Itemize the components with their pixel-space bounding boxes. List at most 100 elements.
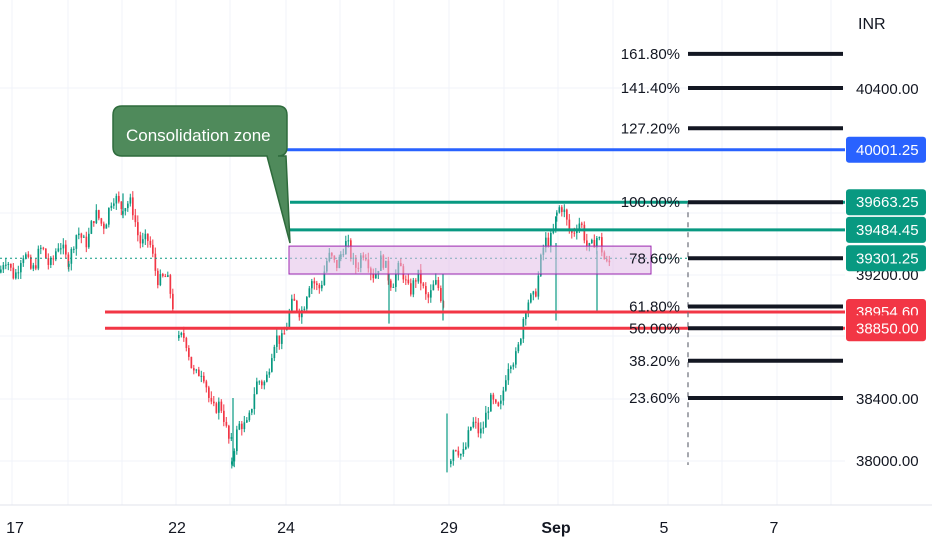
- candle: [57, 243, 60, 253]
- candle: [556, 210, 558, 222]
- candle: [236, 425, 238, 455]
- candle: [231, 457, 233, 469]
- fib-level-label: 141.40%: [621, 80, 680, 97]
- candle: [281, 327, 283, 350]
- candle: [200, 370, 203, 383]
- currency-label: INR: [858, 16, 886, 33]
- candle: [137, 215, 139, 242]
- candle: [118, 191, 120, 204]
- candle: [412, 277, 415, 298]
- candle: [410, 278, 412, 297]
- candle: [220, 399, 223, 414]
- candle: [452, 449, 455, 466]
- candle: [230, 432, 233, 442]
- candle: [32, 262, 35, 272]
- candle: [581, 221, 583, 228]
- candle: [505, 375, 507, 392]
- price-badge: 40001.25: [846, 136, 926, 163]
- candle: [268, 368, 271, 378]
- candle: [241, 421, 243, 436]
- candle: [169, 273, 172, 299]
- candle: [321, 280, 323, 292]
- candle: [276, 328, 278, 354]
- candle: [98, 209, 100, 221]
- candle: [5, 258, 7, 270]
- time-tick-label: 22: [168, 520, 186, 537]
- candle: [347, 234, 350, 248]
- time-tick-label: 24: [277, 520, 295, 537]
- candle: [164, 273, 167, 278]
- candle: [251, 408, 253, 416]
- candle: [208, 385, 210, 403]
- candle: [535, 288, 537, 298]
- candle: [482, 421, 485, 434]
- candle: [83, 234, 85, 238]
- horizontal-levels[interactable]: [105, 148, 845, 330]
- time-tick-label: 5: [660, 520, 669, 537]
- price-badge-text: 38850.00: [856, 320, 919, 337]
- candle: [215, 401, 218, 414]
- candle: [507, 363, 510, 385]
- candle: [467, 426, 470, 449]
- candle: [147, 233, 149, 248]
- candle: [303, 306, 306, 311]
- candle: [465, 442, 467, 451]
- callout-bubble[interactable]: [112, 105, 291, 244]
- consolidation-rectangle[interactable]: [288, 245, 652, 275]
- candle: [266, 371, 268, 383]
- candle: [2, 262, 5, 274]
- candle: [530, 292, 532, 304]
- candle: [115, 193, 118, 210]
- candle: [427, 292, 430, 304]
- candle: [558, 205, 561, 214]
- time-axis[interactable]: 17 22 24 29 Sep 5 7: [0, 504, 932, 537]
- candle: [152, 239, 154, 258]
- candle: [10, 263, 12, 272]
- candle: [238, 420, 241, 431]
- candle: [105, 223, 108, 229]
- candle: [185, 336, 188, 352]
- candle: [30, 254, 32, 270]
- candle: [213, 395, 215, 407]
- candle: [487, 406, 490, 420]
- time-tick-label: 7: [770, 520, 779, 537]
- candle: [308, 286, 311, 298]
- candle: [318, 283, 321, 294]
- candle: [248, 410, 251, 422]
- candle: [35, 258, 37, 271]
- candle: [566, 208, 568, 226]
- candle: [90, 219, 93, 235]
- candle: [472, 417, 475, 429]
- price-badges: 40001.2539663.2539484.4539301.2538954.60…: [846, 136, 926, 342]
- candle: [0, 265, 2, 274]
- candle: [103, 221, 105, 235]
- candle: [405, 275, 407, 286]
- candle: [190, 356, 193, 369]
- candle: [510, 365, 512, 374]
- candle: [278, 335, 281, 350]
- candle: [180, 331, 183, 338]
- annotation-callout[interactable]: Consolidation zone: [112, 105, 291, 244]
- candle: [576, 224, 578, 240]
- candle: [598, 236, 601, 241]
- fibonacci-levels[interactable]: 161.80% 141.40% 127.20% 100.00% 78.60% 61.80%…: [621, 46, 843, 465]
- candle: [205, 379, 208, 393]
- candle: [80, 232, 83, 244]
- candle: [100, 217, 103, 227]
- candle: [113, 198, 115, 209]
- candle: [422, 281, 425, 289]
- candle: [311, 278, 313, 295]
- callout-label: Consolidation zone: [126, 126, 271, 145]
- candle: [110, 202, 113, 211]
- price-badge-text: 39301.25: [856, 250, 919, 267]
- candle: [485, 405, 487, 428]
- consolidation-zone[interactable]: [288, 245, 652, 275]
- candle: [162, 272, 164, 278]
- candle: [561, 205, 563, 217]
- candle: [198, 366, 200, 377]
- candle: [495, 398, 497, 404]
- candle: [547, 232, 550, 248]
- candle: [502, 386, 505, 406]
